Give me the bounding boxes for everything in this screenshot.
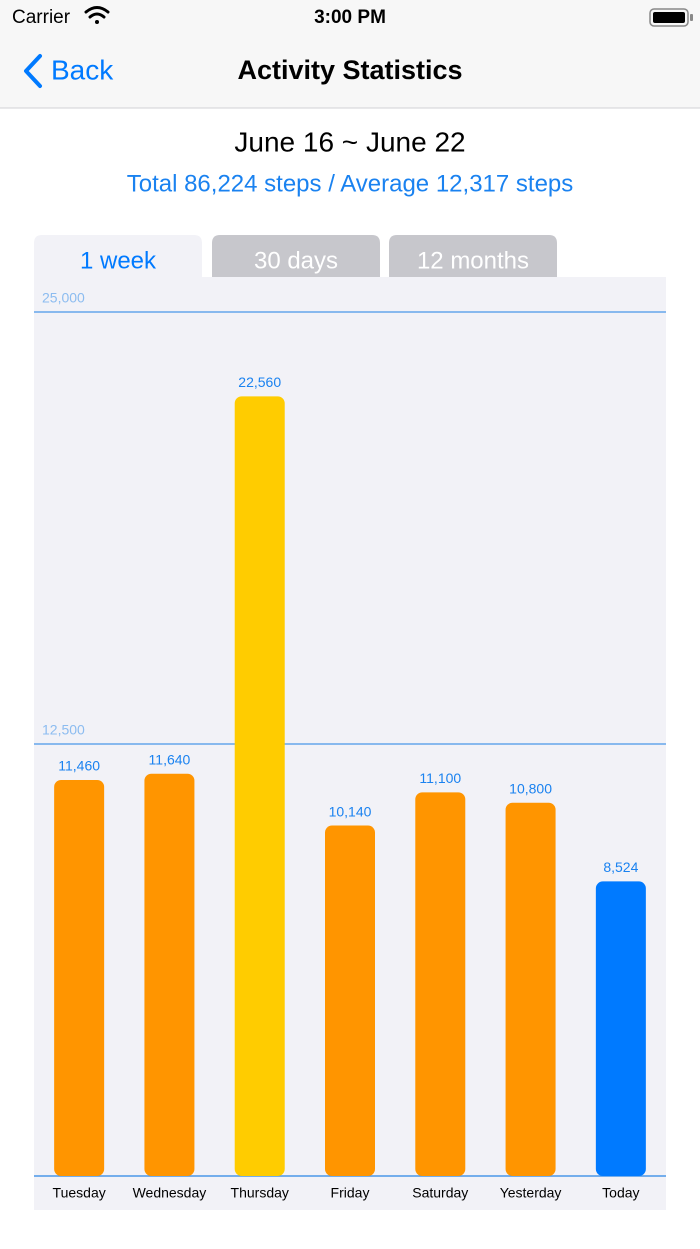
x-tick-label: Wednesday [133, 1185, 207, 1201]
time: 3:00 PM [314, 7, 386, 28]
bar [415, 792, 466, 1176]
x-tick-label: Yesterday [500, 1185, 562, 1201]
value-label: 8,524 [603, 859, 638, 875]
x-tick-label: Today [602, 1185, 639, 1201]
bar [325, 825, 375, 1176]
bar [144, 773, 195, 1176]
nav-title: Activity Statistics [237, 55, 462, 85]
value-label: 22,560 [238, 374, 281, 390]
date-range: June 16 ~ June 22 [234, 126, 465, 157]
value-label: 10,800 [509, 780, 552, 796]
y-tick-label: 25,000 [42, 290, 85, 306]
tab[interactable] [212, 235, 380, 277]
battery-icon [649, 8, 693, 27]
back-button[interactable]: Back [24, 54, 114, 88]
wifi-icon [84, 6, 110, 24]
carrier: Carrier [12, 7, 71, 28]
tab-label[interactable]: 30 days [254, 247, 338, 274]
tab[interactable] [34, 235, 202, 277]
back-label[interactable]: Back [51, 54, 114, 85]
x-tick-label: Thursday [231, 1185, 289, 1201]
bar [595, 881, 646, 1176]
bar [54, 779, 105, 1176]
nav-background [0, 0, 700, 108]
back-chevron[interactable] [24, 54, 42, 88]
value-label: 11,100 [419, 770, 461, 786]
summary: Total 86,224 steps / Average 12,317 step… [127, 170, 574, 197]
tab-label[interactable]: 12 months [417, 247, 529, 274]
value-label: 11,640 [149, 751, 191, 767]
value-label: 10,140 [329, 803, 372, 819]
bar [234, 396, 285, 1176]
tab[interactable] [389, 235, 557, 277]
x-tick-label: Saturday [412, 1185, 468, 1201]
bar [505, 802, 556, 1176]
x-tick-label: Tuesday [53, 1185, 106, 1201]
value-label: 11,460 [58, 758, 100, 774]
x-tick-label: Friday [331, 1185, 370, 1201]
tab-label[interactable]: 1 week [80, 247, 157, 274]
y-tick-label: 12,500 [42, 722, 85, 738]
